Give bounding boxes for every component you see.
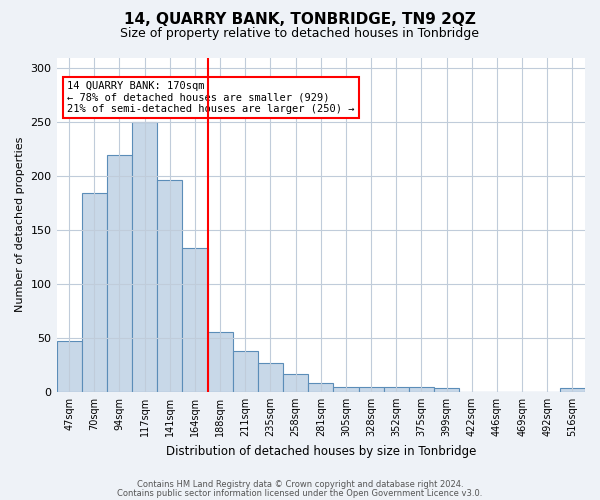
Bar xyxy=(283,374,308,392)
Bar xyxy=(383,386,409,392)
Bar xyxy=(157,180,182,392)
Bar xyxy=(258,363,283,392)
Bar xyxy=(56,341,82,392)
Bar xyxy=(233,351,258,392)
Bar xyxy=(132,122,157,392)
Bar xyxy=(208,332,233,392)
Text: Contains public sector information licensed under the Open Government Licence v3: Contains public sector information licen… xyxy=(118,488,482,498)
Bar xyxy=(182,248,208,392)
Text: Size of property relative to detached houses in Tonbridge: Size of property relative to detached ho… xyxy=(121,28,479,40)
Bar xyxy=(82,194,107,392)
Bar xyxy=(334,386,359,392)
Bar xyxy=(560,388,585,392)
Bar xyxy=(107,154,132,392)
X-axis label: Distribution of detached houses by size in Tonbridge: Distribution of detached houses by size … xyxy=(166,444,476,458)
Bar xyxy=(308,384,334,392)
Text: 14, QUARRY BANK, TONBRIDGE, TN9 2QZ: 14, QUARRY BANK, TONBRIDGE, TN9 2QZ xyxy=(124,12,476,28)
Bar xyxy=(359,386,383,392)
Bar xyxy=(409,386,434,392)
Bar xyxy=(434,388,459,392)
Text: 14 QUARRY BANK: 170sqm
← 78% of detached houses are smaller (929)
21% of semi-de: 14 QUARRY BANK: 170sqm ← 78% of detached… xyxy=(67,81,355,114)
Text: Contains HM Land Registry data © Crown copyright and database right 2024.: Contains HM Land Registry data © Crown c… xyxy=(137,480,463,489)
Y-axis label: Number of detached properties: Number of detached properties xyxy=(15,137,25,312)
